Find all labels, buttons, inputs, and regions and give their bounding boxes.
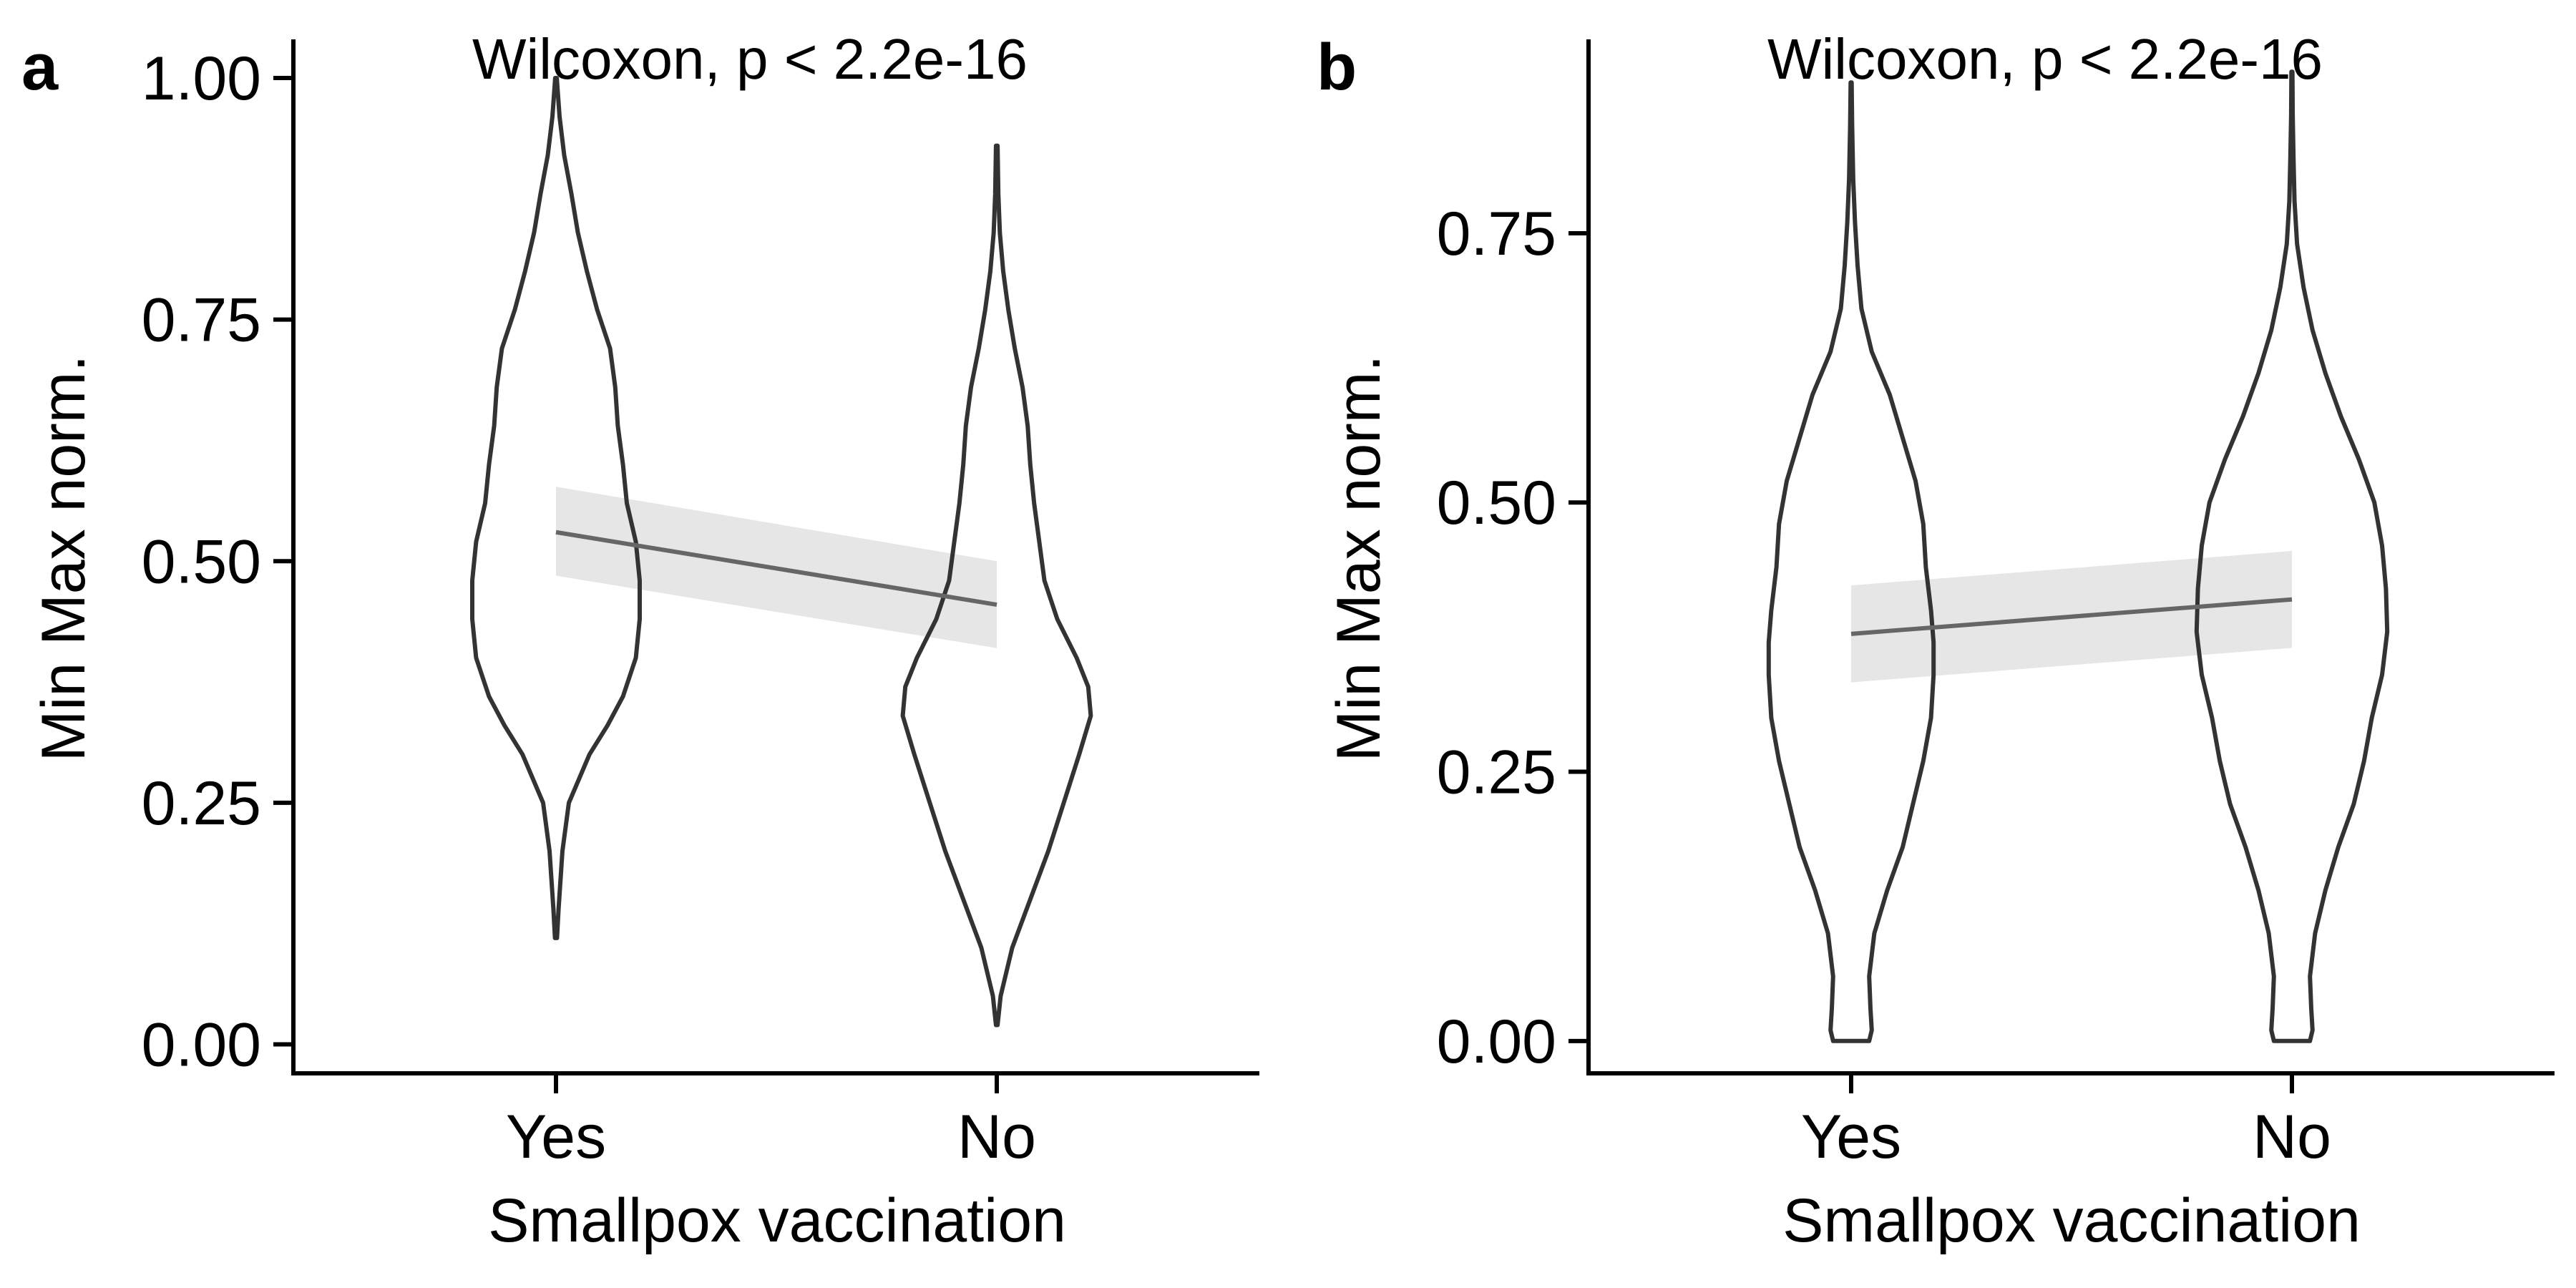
panel-a-y-tick-label: 0.50	[142, 527, 261, 596]
panel-b-y-tick-label: 0.25	[1437, 738, 1556, 807]
panel-b-y-tick-label: 0.50	[1437, 469, 1556, 537]
panel-a-annotation: Wilcoxon, p < 2.2e-16	[472, 27, 1028, 91]
panel-a-y-tick-label: 0.75	[142, 286, 261, 355]
panel-b-x-tick-label: No	[2253, 1103, 2331, 1171]
panel-b-x-tick-label: Yes	[1801, 1103, 1901, 1171]
panel-a-plot-area: 0.00 0.25 0.50 0.75 1.00 Yes No	[142, 39, 1259, 1171]
panel-b-violin-no	[2194, 69, 2390, 1043]
panel-b-y-tick-label: 0.00	[1437, 1008, 1556, 1076]
panel-b-violin-yes	[1766, 80, 1936, 1043]
panel-a-y-tick-label: 0.25	[142, 769, 261, 838]
panel-a-y-axis-title: Min Max norm.	[29, 355, 98, 762]
panel-a: a Wilcoxon, p < 2.2e-16 Min Max norm. Sm…	[21, 27, 1259, 1255]
panel-b-x-axis-title: Smallpox vaccination	[1782, 1186, 2361, 1255]
panel-a-letter: a	[21, 31, 59, 104]
panel-a-y-tick-label: 1.00	[142, 44, 261, 113]
panel-b-trend-line	[1850, 597, 2293, 636]
panel-b-plot-area: 0.00 0.25 0.50 0.75 Yes No	[1437, 39, 2555, 1171]
panel-b-annotation: Wilcoxon, p < 2.2e-16	[1767, 27, 2323, 91]
panel-a-x-tick-label: No	[957, 1103, 1036, 1171]
panel-b-y-tick-label: 0.75	[1437, 200, 1556, 268]
panel-b-y-axis-title: Min Max norm.	[1324, 355, 1393, 762]
panel-b-letter: b	[1317, 31, 1357, 104]
panel-b: b Wilcoxon, p < 2.2e-16 Min Max norm. Sm…	[1317, 27, 2555, 1255]
panel-a-y-tick-label: 0.00	[142, 1010, 261, 1079]
panel-a-violin-yes	[470, 76, 642, 940]
panel-a-x-tick-label: Yes	[506, 1103, 606, 1171]
panel-a-trend-line	[555, 530, 997, 607]
panel-a-x-axis-title: Smallpox vaccination	[488, 1186, 1066, 1255]
panel-a-violin-no	[900, 143, 1093, 1028]
